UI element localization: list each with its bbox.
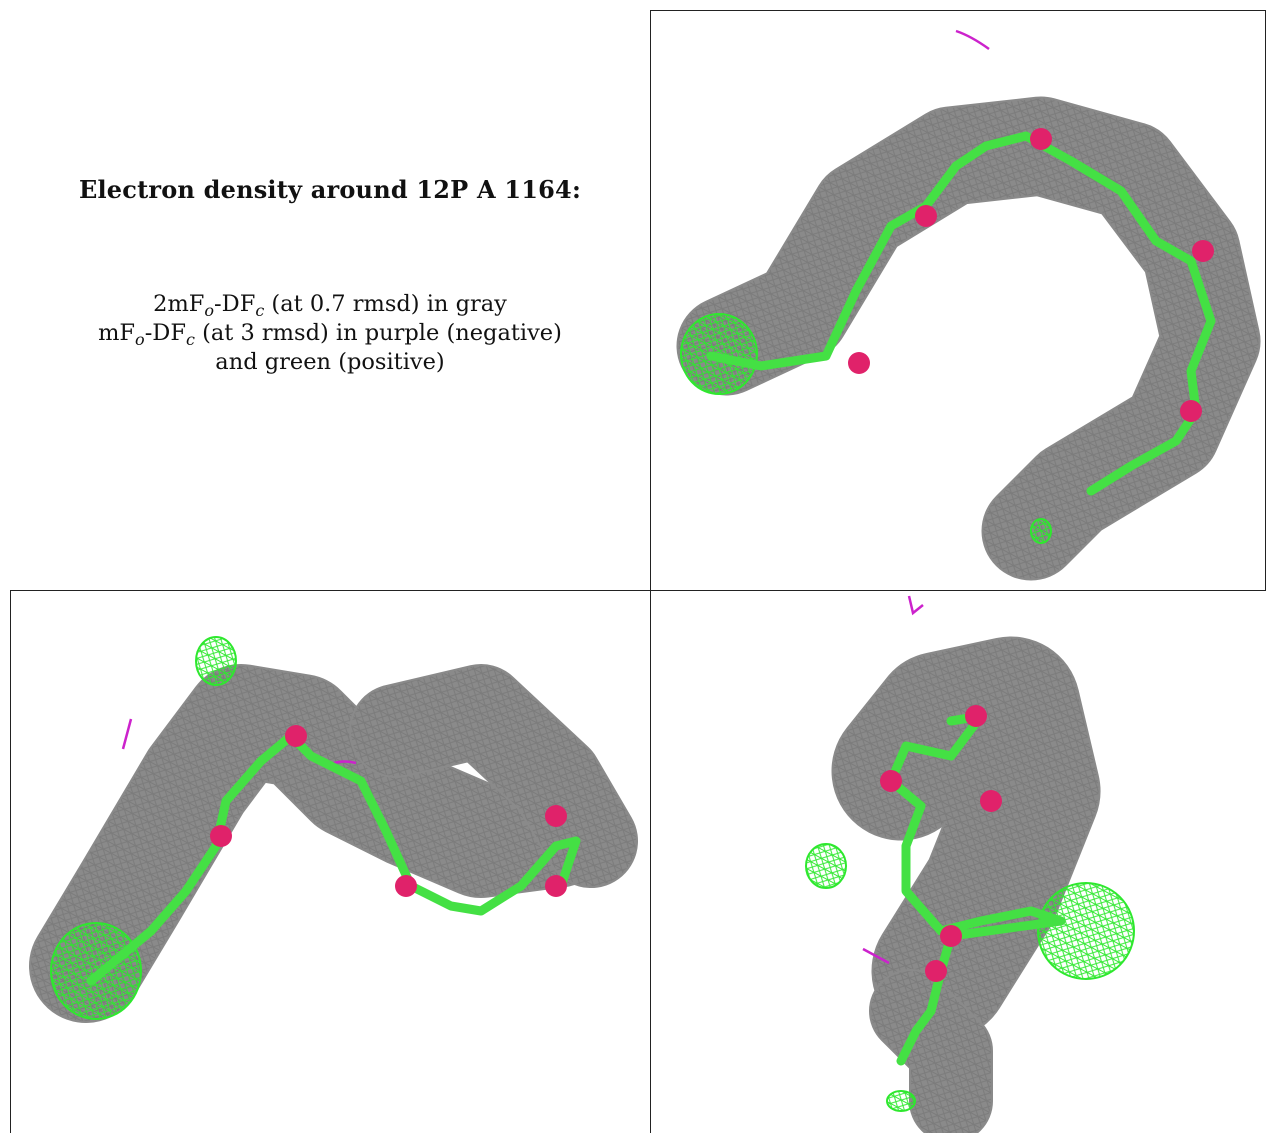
oxygen-atom-0 bbox=[848, 352, 870, 374]
oxygen-atom-0 bbox=[965, 705, 987, 727]
oxygen-atom-0 bbox=[210, 825, 232, 847]
caption-line-positive: and green (positive) bbox=[215, 349, 445, 375]
oxygen-atom-1 bbox=[285, 725, 307, 747]
caption-title: Electron density around 12P A 1164: bbox=[78, 175, 582, 204]
density-mesh-fofc-negative-2 bbox=[862, 947, 890, 965]
figure-grid: Electron density around 12P A 1164: 2mFo… bbox=[10, 10, 1266, 1133]
density-mesh-2fofc-back bbox=[351, 666, 636, 886]
caption-panel: Electron density around 12P A 1164: 2mFo… bbox=[10, 10, 650, 590]
oxygen-atom-3 bbox=[940, 925, 962, 947]
ligand-bonds bbox=[886, 711, 1066, 1066]
density-render-bottom-right bbox=[805, 595, 1135, 1133]
oxygen-atom-2 bbox=[980, 790, 1002, 812]
density-mesh-2fofc bbox=[678, 98, 1259, 579]
caption-body: 2mFo-DFc (at 0.7 rmsd) in gray mFo-DFc (… bbox=[10, 290, 650, 377]
oxygen-atom-1 bbox=[915, 205, 937, 227]
grid-divider-horizontal bbox=[10, 590, 1266, 591]
caption-line-2fofc: 2mFo-DFc (at 0.7 rmsd) in gray bbox=[153, 291, 507, 320]
density-mesh-fofc-positive-small bbox=[1030, 518, 1052, 544]
oxygen-atom-3 bbox=[1192, 240, 1214, 262]
grid-border-right bbox=[1265, 10, 1266, 590]
density-view-top-right bbox=[651, 11, 1265, 590]
density-mesh-fofc-negative bbox=[955, 29, 990, 51]
density-mesh-fofc-positive-top bbox=[195, 636, 237, 686]
caption-line-fofc: mFo-DFc (at 3 rmsd) in purple (negative) bbox=[98, 320, 562, 349]
density-mesh-fofc-positive-bottom bbox=[886, 1090, 916, 1112]
density-render-top-right bbox=[676, 29, 1261, 581]
grid-divider-vertical bbox=[650, 10, 651, 1133]
density-mesh-fofc-negative bbox=[907, 595, 924, 616]
density-mesh-fofc-positive-left bbox=[805, 843, 847, 889]
oxygen-atom-2 bbox=[1030, 128, 1052, 150]
density-mesh-fofc-negative bbox=[121, 718, 133, 750]
density-view-bottom-left bbox=[11, 591, 650, 1133]
oxygen-atom-4 bbox=[1180, 400, 1202, 422]
ligand-bonds bbox=[86, 731, 581, 986]
density-mesh-fofc-positive bbox=[1037, 882, 1135, 980]
oxygen-atom-4 bbox=[925, 960, 947, 982]
density-render-bottom-left bbox=[29, 636, 638, 1023]
oxygen-atom-4 bbox=[545, 875, 567, 897]
oxygen-atom-2 bbox=[395, 875, 417, 897]
density-view-bottom-right bbox=[651, 591, 1266, 1133]
density-mesh-2fofc bbox=[833, 638, 1099, 1039]
oxygen-atom-1 bbox=[880, 770, 902, 792]
oxygen-atom-3 bbox=[545, 805, 567, 827]
